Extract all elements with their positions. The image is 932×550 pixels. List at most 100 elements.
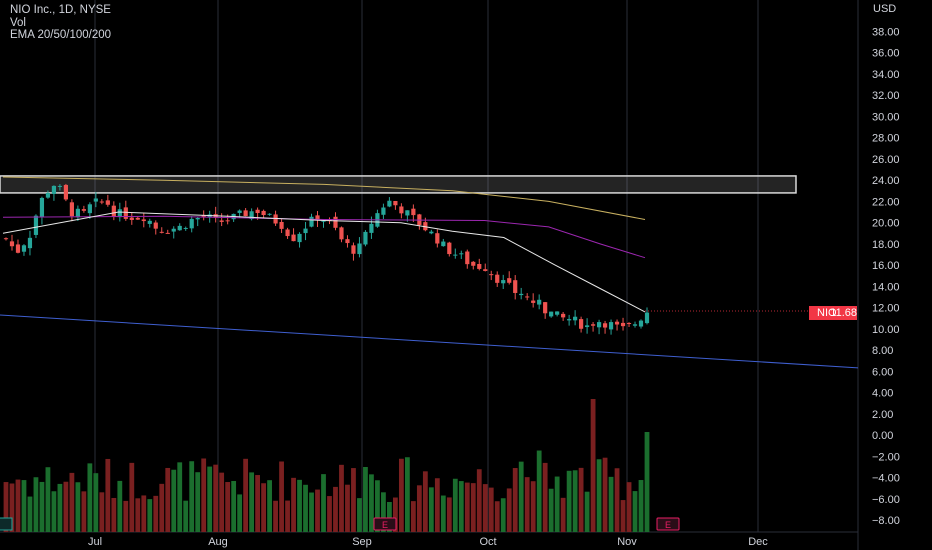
candle-body[interactable] bbox=[111, 205, 116, 217]
symbol-title[interactable]: NIO Inc., 1D, NYSE bbox=[10, 4, 111, 16]
candle-body[interactable] bbox=[285, 229, 290, 237]
candle-body[interactable] bbox=[321, 220, 326, 222]
candle-body[interactable] bbox=[147, 220, 152, 224]
candle-body[interactable] bbox=[279, 221, 284, 229]
candle-body[interactable] bbox=[39, 197, 45, 218]
candle-body[interactable] bbox=[453, 254, 458, 256]
candle-body[interactable] bbox=[237, 210, 242, 213]
candle-body[interactable] bbox=[117, 209, 122, 218]
candle-body[interactable] bbox=[45, 192, 51, 198]
candle-body[interactable] bbox=[123, 207, 128, 219]
candle-body[interactable] bbox=[351, 245, 356, 254]
candle-body[interactable] bbox=[585, 325, 590, 328]
dividend-event-marker[interactable] bbox=[0, 517, 13, 531]
candle-body[interactable] bbox=[51, 185, 57, 194]
ema-indicator-label[interactable]: EMA 20/50/100/200 bbox=[10, 29, 112, 41]
candle-body[interactable] bbox=[573, 316, 578, 321]
candle-body[interactable] bbox=[459, 253, 464, 255]
candle-body[interactable] bbox=[567, 319, 572, 321]
candle-body[interactable] bbox=[644, 312, 650, 324]
candle-body[interactable] bbox=[501, 280, 506, 284]
candle-body[interactable] bbox=[183, 227, 188, 229]
candle-body[interactable] bbox=[105, 200, 110, 205]
ema-20-line[interactable] bbox=[2, 211, 646, 313]
candle-body[interactable] bbox=[33, 215, 39, 235]
candle-body[interactable] bbox=[261, 210, 266, 216]
volume-indicator-label[interactable]: Vol bbox=[10, 16, 26, 29]
candle-body[interactable] bbox=[225, 220, 230, 222]
candle-body[interactable] bbox=[63, 184, 68, 200]
candle-body[interactable] bbox=[608, 322, 614, 330]
candle-body[interactable] bbox=[357, 243, 362, 255]
currency-label[interactable]: USD bbox=[873, 3, 897, 15]
candle-body[interactable] bbox=[345, 239, 350, 244]
candle-body[interactable] bbox=[297, 233, 302, 243]
earnings-event-marker[interactable] bbox=[656, 517, 680, 531]
candle-body[interactable] bbox=[531, 300, 536, 303]
candle-body[interactable] bbox=[626, 323, 632, 325]
candle-body[interactable] bbox=[363, 231, 368, 245]
candle-body[interactable] bbox=[189, 218, 194, 229]
candle-body[interactable] bbox=[483, 269, 488, 271]
candle-body[interactable] bbox=[75, 208, 80, 218]
candle-body[interactable] bbox=[303, 228, 308, 234]
candle-body[interactable] bbox=[579, 319, 584, 329]
candle-body[interactable] bbox=[249, 211, 254, 220]
candle-body[interactable] bbox=[447, 242, 452, 255]
candle-body[interactable] bbox=[471, 261, 476, 266]
candle-body[interactable] bbox=[489, 274, 494, 276]
candle-body[interactable] bbox=[477, 263, 482, 269]
candle-body[interactable] bbox=[543, 302, 548, 314]
resistance-zone[interactable] bbox=[0, 175, 797, 194]
candle-body[interactable] bbox=[507, 278, 512, 283]
candle-body[interactable] bbox=[21, 245, 27, 252]
candle-body[interactable] bbox=[369, 223, 374, 233]
candle-body[interactable] bbox=[537, 299, 542, 305]
candle-body[interactable] bbox=[405, 210, 410, 216]
candle-body[interactable] bbox=[177, 225, 182, 231]
candle-body[interactable] bbox=[620, 322, 626, 327]
candle-body[interactable] bbox=[87, 204, 92, 214]
candle-body[interactable] bbox=[3, 238, 9, 240]
candle-body[interactable] bbox=[632, 324, 638, 326]
candle-body[interactable] bbox=[69, 202, 74, 217]
candle-body[interactable] bbox=[423, 222, 428, 231]
candle-body[interactable] bbox=[165, 232, 170, 234]
candle-body[interactable] bbox=[195, 217, 200, 220]
candle-body[interactable] bbox=[441, 241, 446, 247]
candle-body[interactable] bbox=[309, 216, 314, 227]
candle-body[interactable] bbox=[399, 206, 404, 214]
candle-body[interactable] bbox=[135, 217, 140, 220]
candle-body[interactable] bbox=[9, 241, 15, 247]
candle-body[interactable] bbox=[519, 293, 524, 296]
candle-body[interactable] bbox=[141, 219, 146, 222]
candle-body[interactable] bbox=[99, 201, 104, 203]
candle-body[interactable] bbox=[219, 220, 224, 222]
candle-body[interactable] bbox=[435, 233, 440, 244]
candle-body[interactable] bbox=[387, 200, 392, 207]
candle-body[interactable] bbox=[243, 210, 248, 217]
candle-body[interactable] bbox=[333, 216, 338, 228]
candle-body[interactable] bbox=[159, 231, 164, 233]
candle-body[interactable] bbox=[429, 231, 434, 234]
candle-body[interactable] bbox=[171, 228, 176, 232]
candle-body[interactable] bbox=[267, 213, 272, 215]
ema-200-line[interactable] bbox=[2, 176, 646, 220]
candle-body[interactable] bbox=[93, 198, 98, 202]
candle-body[interactable] bbox=[81, 209, 86, 211]
candle-body[interactable] bbox=[602, 323, 608, 328]
candle-body[interactable] bbox=[201, 215, 206, 217]
candle-body[interactable] bbox=[393, 200, 398, 206]
candle-body[interactable] bbox=[255, 209, 260, 214]
candle-body[interactable] bbox=[153, 222, 158, 229]
candle-body[interactable] bbox=[381, 207, 386, 215]
candle-body[interactable] bbox=[614, 321, 620, 325]
earnings-event-marker[interactable] bbox=[373, 517, 397, 531]
candle-body[interactable] bbox=[561, 313, 566, 318]
candle-body[interactable] bbox=[638, 320, 644, 327]
trend-line[interactable] bbox=[0, 314, 859, 369]
candle-body[interactable] bbox=[465, 251, 470, 265]
candle-body[interactable] bbox=[291, 234, 296, 242]
candle-body[interactable] bbox=[590, 324, 596, 326]
